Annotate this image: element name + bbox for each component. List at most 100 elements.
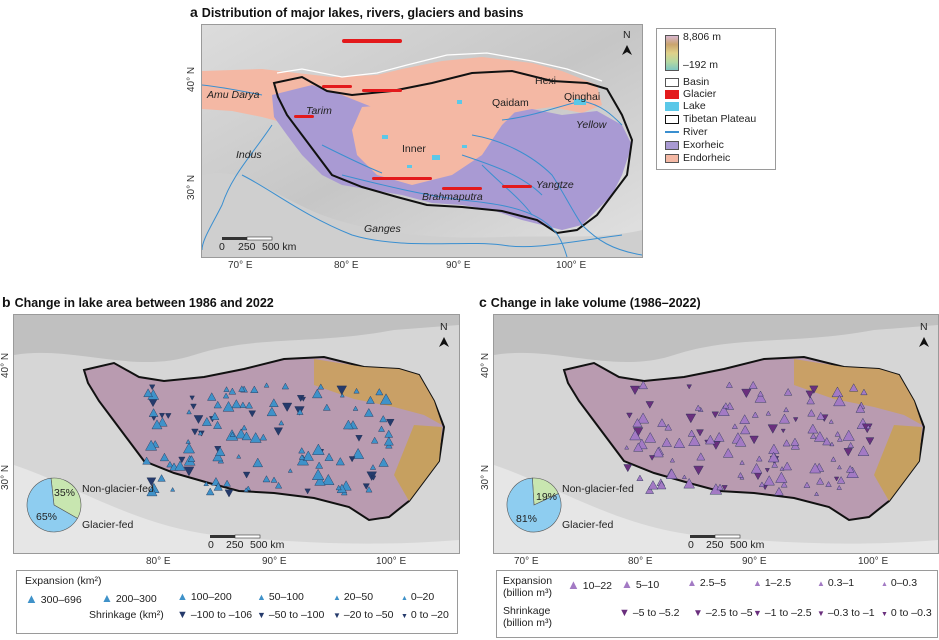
expansion-marker — [296, 408, 304, 415]
expansion-marker — [717, 405, 730, 416]
expansion-marker — [754, 391, 767, 403]
pie-b-label-glacier: Glacier-fed — [82, 519, 134, 531]
pie-c-label-non-glacier: Non-glacier-fed — [562, 483, 634, 495]
expansion-marker — [847, 441, 854, 448]
pie-slice-glacier-fed — [26, 477, 78, 533]
shrinkage-marker — [843, 448, 853, 457]
expansion-marker — [694, 404, 702, 411]
expansion-marker — [661, 437, 672, 447]
expansion-marker — [302, 450, 314, 461]
expansion-marker — [734, 436, 747, 447]
expansion-marker — [673, 437, 686, 448]
shrinkage-marker — [189, 395, 195, 401]
expansion-marker — [830, 456, 837, 462]
legend-c: Expansion (billion m³) ▲ 10–22 ▲ 5–10 ▲ … — [496, 570, 938, 638]
expansion-marker — [731, 423, 738, 429]
legend-glacier: Glacier — [665, 88, 716, 100]
shrinkage-marker — [300, 396, 306, 402]
expansion-marker — [624, 445, 630, 450]
expansion-marker — [632, 418, 643, 428]
expansion-marker — [157, 417, 168, 427]
shrinkage-marker — [248, 410, 256, 418]
expansion-marker — [379, 393, 393, 405]
scale-label-0: 0 — [219, 241, 225, 253]
expansion-marker — [836, 484, 842, 490]
expansion-marker — [213, 482, 223, 491]
panel-a-letter: a — [190, 4, 198, 20]
legend-c-exp-1: ▲ 5–10 — [621, 577, 660, 591]
expansion-marker — [252, 457, 263, 468]
expansion-marker — [758, 481, 765, 487]
shrinkage-marker — [623, 464, 633, 473]
expansion-marker — [278, 420, 285, 426]
expansion-marker — [771, 461, 778, 468]
expansion-marker — [855, 404, 866, 413]
expansion-marker — [287, 468, 293, 473]
expansion-marker — [315, 461, 324, 469]
expansion-marker — [780, 481, 788, 488]
shrinkage-marker — [151, 416, 157, 421]
scale-label-250: 250 — [238, 241, 256, 253]
legend-b-shr-1: ▼ –50 to –100 — [257, 609, 325, 621]
expansion-marker — [174, 460, 186, 471]
expansion-marker — [269, 398, 279, 407]
map-b-canvas — [14, 315, 459, 553]
expansion-marker — [275, 481, 283, 489]
expansion-marker — [748, 380, 758, 389]
pie-b-label-non-glacier: Non-glacier-fed — [82, 483, 154, 495]
river-yangtze — [471, 134, 642, 256]
shrinkage-marker — [649, 455, 656, 461]
expansion-marker — [683, 478, 695, 489]
shrinkage-marker — [348, 456, 356, 463]
expansion-marker — [186, 409, 192, 415]
legend-a: 8,806 m –192 m Basin Glacier Lake Tibeta… — [656, 28, 776, 170]
expansion-marker — [370, 436, 379, 444]
panel-a-title: a Distribution of major lakes, rivers, gl… — [190, 4, 524, 20]
expansion-marker — [774, 486, 784, 496]
expansion-marker — [656, 480, 667, 490]
expansion-marker — [207, 392, 217, 401]
expansion-marker — [241, 424, 248, 431]
expansion-marker — [235, 428, 247, 439]
pie-b-pct-glacier: 65% — [36, 511, 58, 523]
legend-c-expansion-title: Expansion — [503, 575, 553, 587]
shrinkage-marker — [764, 468, 770, 473]
expansion-marker — [159, 452, 170, 462]
expansion-marker — [222, 401, 235, 412]
lon-tick-b-90: 90° E — [262, 556, 287, 567]
expansion-marker — [757, 390, 764, 397]
expansion-marker — [636, 474, 644, 481]
expansion-marker — [379, 415, 388, 423]
expansion-marker — [266, 406, 278, 417]
shrinkage-marker — [865, 437, 875, 446]
shrinkage-marker — [304, 488, 311, 495]
expansion-marker — [322, 403, 331, 411]
lon-tick-a-100: 100° E — [556, 260, 587, 271]
lake-volume-markers — [623, 380, 875, 496]
label-tarim: Tarim — [306, 105, 332, 117]
scale-bar-a — [222, 236, 273, 241]
shrinkage-marker — [645, 401, 654, 409]
expansion-marker — [739, 414, 750, 424]
expansion-marker — [339, 393, 345, 398]
pie-c-pct-glacier: 81% — [516, 513, 538, 525]
pie-c — [506, 477, 562, 533]
shrinkage-marker — [809, 385, 819, 394]
expansion-marker — [250, 385, 259, 393]
expansion-marker — [151, 419, 163, 430]
expansion-marker — [783, 388, 793, 396]
expansion-marker — [270, 476, 278, 483]
expansion-marker — [352, 405, 359, 411]
shrinkage-marker — [711, 411, 719, 419]
shrinkage-marker — [780, 428, 786, 434]
expansion-marker — [716, 483, 724, 491]
lon-tick-c-90: 90° E — [742, 556, 767, 567]
shrinkage-marker — [193, 415, 204, 424]
legend-c-shrinkage-title: Shrinkage — [503, 605, 551, 617]
expansion-marker — [751, 411, 759, 418]
expansion-marker — [816, 477, 825, 485]
legend-river: River — [665, 126, 708, 138]
expansion-marker — [185, 439, 191, 444]
expansion-marker — [366, 395, 375, 404]
expansion-marker — [739, 459, 745, 465]
